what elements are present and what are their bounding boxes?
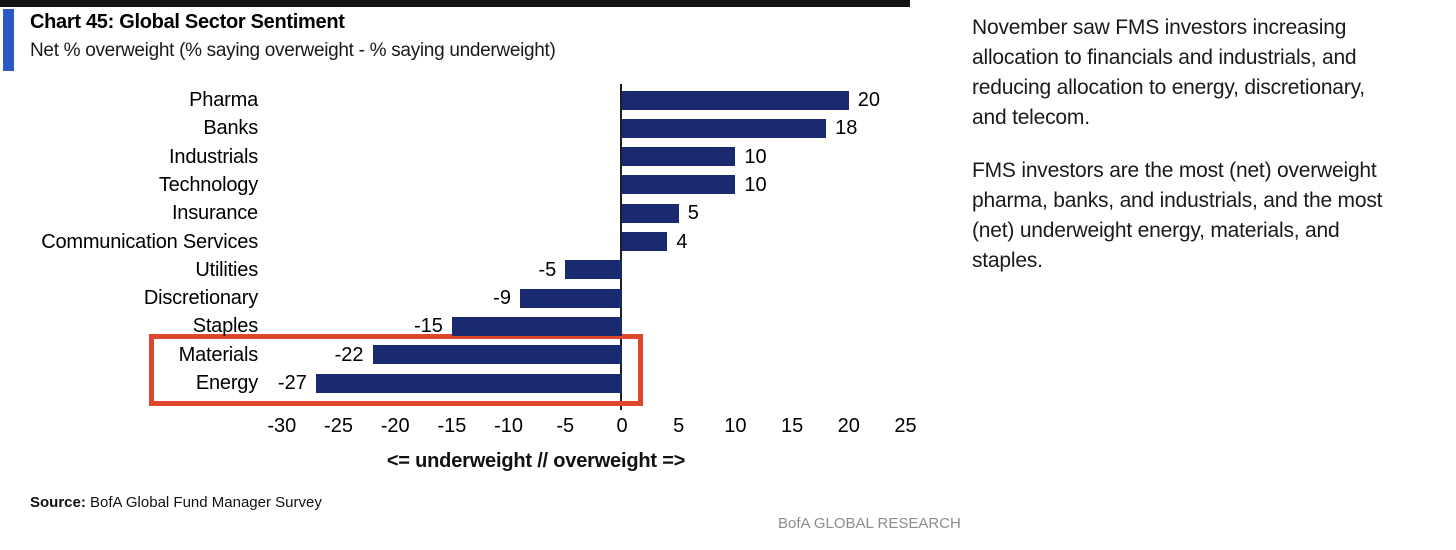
bar-industrials [622, 147, 736, 167]
value-label-staples: -15 [414, 315, 443, 338]
value-label-technology: 10 [744, 173, 767, 196]
value-label-insurance: 5 [687, 202, 699, 225]
brand-footer: BofA GLOBAL RESEARCH [778, 515, 961, 532]
category-label-pharma: Pharma [189, 89, 258, 111]
x-tick--25: -25 [324, 415, 353, 437]
value-label-utilities: -5 [538, 258, 557, 281]
top-divider-rule [0, 0, 910, 7]
commentary-paragraph-1: November saw FMS investors increasing al… [972, 16, 1365, 129]
commentary-panel: November saw FMS investors increasing al… [972, 13, 1450, 276]
title-accent-bar [3, 9, 14, 71]
value-label-communication-services: 4 [676, 230, 688, 253]
x-tick-0: 0 [616, 415, 628, 437]
highlight-box-materials-energy [149, 334, 643, 406]
x-tick--20: -20 [380, 415, 410, 437]
bar-discretionary [519, 288, 622, 308]
category-label-industrials: Industrials [169, 145, 258, 168]
bar-pharma [622, 90, 849, 110]
category-label-materials: Materials [178, 343, 259, 366]
bar-staples [451, 316, 622, 336]
value-label-pharma: 20 [857, 89, 881, 111]
value-label-discretionary: -9 [493, 287, 511, 310]
x-tick-20: 20 [837, 415, 860, 437]
bar-communication-services [622, 232, 668, 251]
value-label-materials: -22 [334, 343, 364, 366]
bar-materials [372, 345, 622, 365]
category-label-discretionary: Discretionary [143, 287, 258, 310]
x-tick--30: -30 [267, 415, 297, 437]
x-tick-25: 25 [894, 415, 917, 437]
chart-subtitle: Net % overweight (% saying overweight - … [30, 40, 556, 61]
x-tick--10: -10 [494, 415, 524, 437]
category-label-energy: Energy [195, 372, 258, 394]
bar-utilities [565, 260, 622, 280]
value-label-energy: -27 [277, 372, 307, 394]
source-label: Source: [30, 494, 86, 511]
x-tick-10: 10 [724, 415, 747, 437]
bar-insurance [622, 203, 679, 223]
x-tick-5: 5 [673, 415, 685, 437]
value-label-banks: 18 [835, 117, 858, 140]
chart-title: Chart 45: Global Sector Sentiment [30, 11, 345, 33]
category-label-staples: Staples [192, 315, 259, 338]
category-label-technology: Technology [158, 173, 258, 196]
x-tick--5: -5 [556, 415, 575, 437]
x-axis-caption: <= underweight // overweight => [386, 450, 686, 472]
bar-energy [315, 373, 622, 393]
bar-banks [622, 118, 827, 138]
category-label-insurance: Insurance [171, 202, 258, 225]
sector-sentiment-bar-chart: <= underweight // overweight => Pharma 20… [0, 84, 952, 488]
category-label-utilities: Utilities [195, 258, 258, 281]
category-label-banks: Banks [203, 117, 258, 140]
source-line: Source: BofA Global Fund Manager Survey [30, 494, 322, 511]
bar-technology [622, 175, 736, 195]
zero-axis-line [620, 84, 622, 410]
x-tick-15: 15 [780, 415, 804, 437]
x-tick--15: -15 [437, 415, 467, 437]
value-label-industrials: 10 [744, 145, 767, 168]
source-text: BofA Global Fund Manager Survey [85, 494, 322, 511]
commentary-paragraph-2: FMS investors are the most (net) overwei… [972, 159, 1383, 272]
category-label-communication-services: Communication Services [41, 230, 258, 253]
